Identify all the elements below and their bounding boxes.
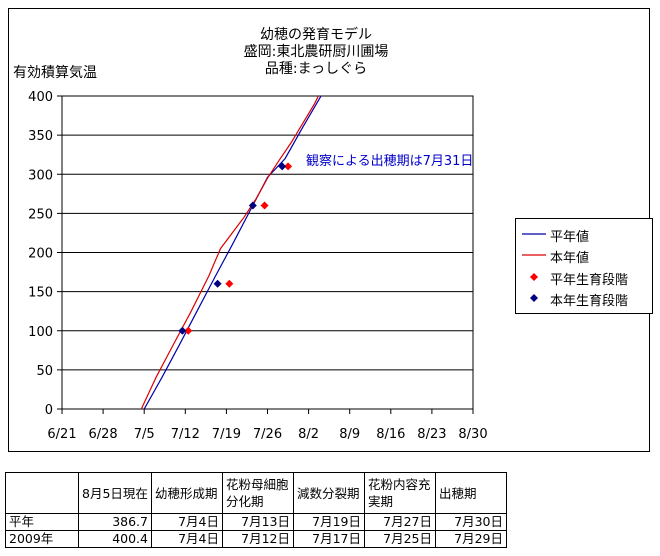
table-cell: 386.7: [78, 513, 152, 531]
table-header-cell: 出穂期: [435, 472, 507, 514]
stage-marker: [213, 279, 222, 288]
legend-line-red-icon: [522, 254, 546, 256]
chart-svg: 0 50 100 150 200 250 300 350 400 6/21 6/28 7/5 7/12 7…: [13, 26, 488, 442]
stage-marker: [260, 201, 269, 210]
x-tick-label: 8/30: [458, 427, 487, 442]
table-header-cell: [5, 472, 79, 514]
table-header-cell: 減数分裂期: [293, 472, 365, 514]
table-cell: 7月17日: [293, 530, 365, 548]
table-cell: 7月19日: [293, 513, 365, 531]
legend-line-blue-icon: [522, 233, 546, 235]
stage-marker: [248, 201, 257, 210]
table-header-cell: 花粉母細胞分化期: [222, 472, 294, 514]
stage-marker: [278, 162, 287, 171]
table-row: 2009年 400.4 7月4日 7月12日 7月17日 7月25日 7月29日: [5, 530, 507, 548]
legend-item-heinen-stage: 平年生育段階: [516, 267, 652, 288]
chart-title-line: 品種:まっしぐら: [265, 61, 367, 77]
table-cell: 7月30日: [435, 513, 507, 531]
x-tick-label: 6/21: [47, 427, 76, 442]
x-tick-label: 7/5: [134, 427, 155, 442]
y-tick-label: 0: [45, 403, 53, 418]
series-line: [140, 96, 320, 409]
x-tick-label: 8/23: [417, 427, 446, 442]
table-row: 平年 386.7 7月4日 7月13日 7月19日 7月27日 7月30日: [5, 513, 507, 531]
table-header-row: 8月5日現在 幼穂形成期 花粉母細胞分化期 減数分裂期 花粉内容充実期 出穂期: [5, 472, 507, 514]
x-tick-label: 8/16: [376, 427, 405, 442]
y-tick-label: 350: [28, 129, 53, 144]
table-cell: 7月4日: [151, 530, 223, 548]
table-cell: 7月13日: [222, 513, 294, 531]
legend-item-honnen-stage: 本年生育段階: [516, 288, 652, 309]
stage-marker: [284, 162, 293, 171]
table-header-cell: 8月5日現在: [78, 472, 152, 514]
x-tick-label: 8/9: [339, 427, 360, 442]
annotation: 観察による出穂期は7月31日: [306, 154, 473, 169]
table-cell: 7月27日: [364, 513, 436, 531]
table-cell: 7月12日: [222, 530, 294, 548]
legend-label: 平年値: [550, 230, 590, 245]
x-tick-label: 7/19: [212, 427, 241, 442]
stage-marker: [184, 326, 193, 335]
chart-legend: 平年値 本年値 平年生育段階 本年生育段階: [515, 218, 653, 314]
legend-item-heinen-line: 平年値: [516, 224, 652, 245]
x-tick-label: 7/12: [171, 427, 200, 442]
x-tick-label: 6/28: [88, 427, 117, 442]
table-header-cell: 花粉内容充実期: [364, 472, 436, 514]
chart-area: 0 50 100 150 200 250 300 350 400 6/21 6/28 7/5 7/12 7…: [8, 8, 653, 452]
x-tick-label: 7/26: [253, 427, 282, 442]
y-tick-label: 150: [28, 286, 53, 301]
table-cell: 7月25日: [364, 530, 436, 548]
x-tick-label: 8/2: [298, 427, 319, 442]
legend-red-diamond-icon: [530, 273, 538, 281]
table-cell: 7月29日: [435, 530, 507, 548]
stage-marker: [225, 279, 234, 288]
table-cell: 400.4: [78, 530, 152, 548]
table-header-cell: 幼穂形成期: [151, 472, 223, 514]
legend-navy-diamond-icon: [530, 294, 538, 302]
table-cell: 2009年: [5, 530, 79, 548]
y-tick-label: 200: [28, 247, 53, 262]
y-tick-label: 400: [28, 90, 53, 105]
table-cell: 7月4日: [151, 513, 223, 531]
legend-label: 本年生育段階: [550, 294, 629, 309]
y-tick-label: 100: [28, 325, 53, 340]
table-cell: 平年: [5, 513, 79, 531]
chart-title-line: 盛岡:東北農研厨川圃場: [244, 44, 389, 60]
legend-item-honnen-line: 本年値: [516, 245, 652, 266]
legend-label: 本年値: [550, 251, 590, 266]
y-axis-label: 有効積算気温: [13, 65, 97, 81]
y-tick-label: 250: [28, 207, 53, 222]
stage-table: 8月5日現在 幼穂形成期 花粉母細胞分化期 減数分裂期 花粉内容充実期 出穂期 …: [5, 472, 507, 548]
stage-marker: [178, 326, 187, 335]
series-line: [143, 96, 322, 409]
chart-title-line: 幼穂の発育モデル: [260, 26, 372, 43]
y-tick-label: 300: [28, 168, 53, 183]
legend-label: 平年生育段階: [550, 273, 629, 288]
y-tick-label: 50: [36, 364, 53, 379]
